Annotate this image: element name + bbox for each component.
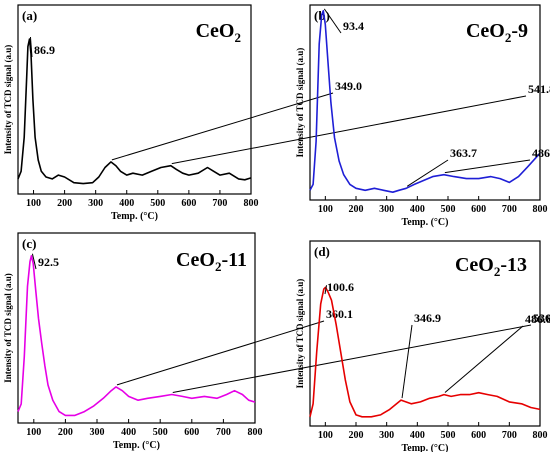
peak-label: 486.5 (532, 146, 550, 160)
sample-title: CeO2 (196, 20, 241, 45)
x-tick-label: 200 (349, 430, 364, 441)
x-tick-label: 100 (26, 198, 41, 209)
peak-label: 92.5 (38, 255, 59, 269)
series-line (17, 255, 256, 417)
peak-leader-line (406, 159, 449, 187)
y-axis-label: Intensity of TCD signal (a.u) (295, 48, 305, 158)
peak-label: 536.6 (533, 311, 550, 325)
peak-label: 349.0 (335, 79, 362, 93)
sample-title: CeO2-13 (455, 254, 527, 279)
x-tick-label: 700 (212, 198, 227, 209)
x-tick-label: 200 (349, 204, 364, 215)
x-axis-label: Temp. (°C) (113, 440, 160, 451)
peak-label: 346.9 (414, 311, 441, 325)
x-tick-label: 600 (471, 430, 486, 441)
sample-title-main: CeO (455, 254, 494, 276)
x-tick-label: 400 (121, 427, 136, 438)
panel-a: 100 200 300 400 500 600 700 800 Temp. (°C) Intens… (3, 4, 550, 222)
x-tick-label: 500 (153, 427, 168, 438)
x-tick-label: 400 (410, 204, 425, 215)
panel-c: 100 200 300 400 500 600 700 800 Temp. (°C) Intens… (3, 232, 550, 451)
series-line (309, 286, 541, 418)
sample-title-suffix: -9 (511, 20, 528, 42)
y-axis-label: Intensity of TCD signal (a.u) (3, 273, 13, 383)
panel-d: 100 200 300 400 500 600 700 800 Temp. (°C) Intens… (295, 240, 550, 452)
plot-frame (309, 240, 541, 427)
peak-label: 93.4 (343, 19, 364, 33)
x-tick-label: 600 (471, 204, 486, 215)
peak-leader-line (324, 285, 328, 295)
sample-title-main: CeO (176, 249, 215, 271)
sample-title-suffix: -13 (500, 254, 527, 276)
sample-title-main: CeO (196, 20, 235, 42)
x-tick-label: 800 (248, 427, 263, 438)
x-axis-label: Temp. (°C) (402, 217, 449, 228)
sample-title-main: CeO (466, 20, 505, 42)
peak-label: 541.8 (528, 82, 550, 96)
y-axis-label: Intensity of TCD signal (a.u) (295, 279, 305, 389)
series-line (17, 38, 252, 185)
x-tick-label: 400 (410, 430, 425, 441)
sample-title-subscript: 2 (235, 30, 242, 45)
plot-frame (17, 232, 256, 424)
x-tick-label: 300 (379, 204, 394, 215)
peak-leader-line (31, 253, 37, 270)
peak-leader-line (172, 324, 532, 393)
x-axis-label: Temp. (°C) (111, 211, 158, 222)
x-tick-label: 800 (244, 198, 259, 209)
x-tick-label: 600 (181, 198, 196, 209)
peak-label: 86.9 (34, 43, 55, 57)
x-tick-label: 700 (216, 427, 231, 438)
sample-title-suffix: -11 (221, 249, 247, 271)
peak-leader-line (116, 320, 325, 386)
x-tick-label: 100 (26, 427, 41, 438)
x-tick-label: 500 (441, 204, 456, 215)
plot-frame (309, 4, 541, 201)
peak-label: 486.8 (525, 312, 550, 326)
x-axis-label: Temp. (°C) (402, 443, 449, 452)
peak-leader-line (171, 95, 527, 165)
x-tick-label: 600 (184, 427, 199, 438)
panel-label: (d) (314, 244, 330, 259)
peak-label: 363.7 (450, 146, 477, 160)
peak-leader-line (111, 92, 334, 161)
x-tick-label: 200 (57, 198, 72, 209)
sample-title: CeO2-11 (176, 249, 247, 274)
sample-title-subscript: 2 (505, 30, 512, 45)
x-tick-label: 500 (441, 430, 456, 441)
peak-leader-line (444, 325, 524, 393)
x-tick-label: 300 (90, 427, 105, 438)
x-tick-label: 100 (318, 204, 333, 215)
x-tick-label: 100 (318, 430, 333, 441)
y-axis-label: Intensity of TCD signal (a.u) (3, 45, 13, 155)
peak-label: 360.1 (326, 307, 353, 321)
peak-leader-line (444, 159, 531, 174)
plot-frame (17, 4, 252, 195)
x-tick-label: 700 (502, 204, 517, 215)
sample-title: CeO2-9 (466, 20, 528, 45)
x-tick-label: 300 (379, 430, 394, 441)
peak-leader-line (323, 8, 342, 34)
x-tick-label: 700 (502, 430, 517, 441)
peak-leader-line (29, 36, 33, 58)
panel-b: 100 200 300 400 500 600 700 800 Temp. (°C) Intens… (295, 4, 550, 228)
panel-label: (a) (22, 8, 37, 23)
x-tick-label: 800 (533, 430, 548, 441)
sample-title-subscript: 2 (215, 259, 222, 274)
series-line (309, 10, 541, 193)
x-tick-label: 200 (58, 427, 73, 438)
panel-label: (c) (22, 236, 36, 251)
peak-leader-line (401, 324, 413, 399)
x-tick-label: 500 (150, 198, 165, 209)
x-tick-label: 400 (119, 198, 134, 209)
x-tick-label: 300 (88, 198, 103, 209)
peak-label: 100.6 (327, 280, 354, 294)
x-tick-label: 800 (533, 204, 548, 215)
sample-title-subscript: 2 (494, 264, 501, 279)
